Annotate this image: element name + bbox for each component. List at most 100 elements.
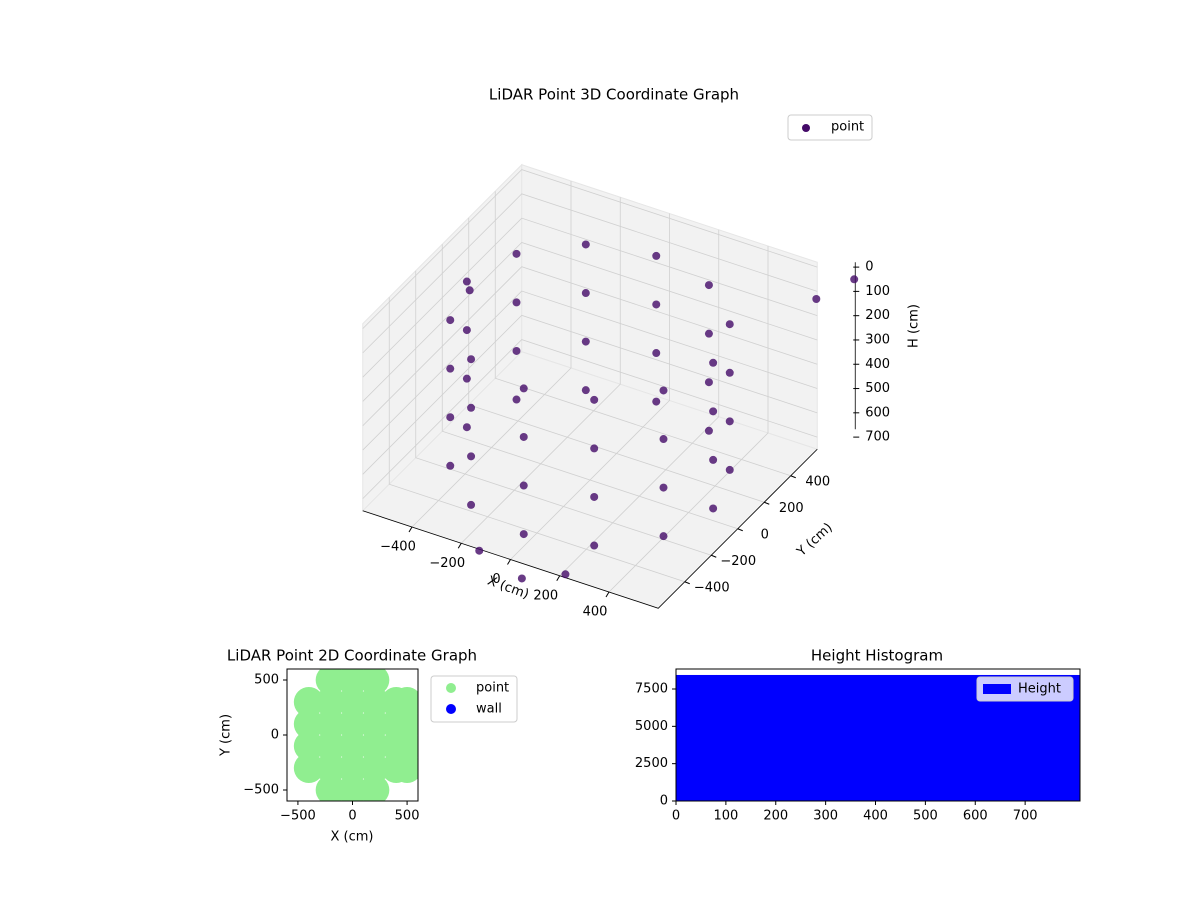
point [293, 687, 324, 717]
x-tick-label: −400 [380, 540, 416, 555]
y-tick-label: 0 [271, 728, 279, 743]
y-axis-label: Y (cm) [794, 520, 836, 560]
point [315, 669, 346, 695]
point [315, 731, 346, 761]
point [519, 530, 528, 539]
y-tick-label: −200 [720, 554, 756, 569]
x-tick-label: 0 [492, 572, 500, 587]
point [590, 492, 599, 501]
grid-line [494, 191, 791, 477]
grid-line [362, 193, 818, 354]
grid-line [362, 290, 818, 451]
point [581, 289, 590, 298]
grid-line [362, 169, 818, 329]
bar [676, 674, 717, 801]
z-tick-label: 200 [865, 308, 890, 323]
y-tick [764, 501, 770, 505]
point [446, 316, 455, 325]
point [462, 277, 471, 286]
point [659, 483, 668, 492]
point [475, 546, 484, 555]
point [293, 709, 324, 739]
point [467, 355, 476, 364]
bar [797, 674, 839, 801]
point [590, 444, 599, 453]
grid-line [388, 297, 685, 583]
legend-label: Height [1018, 682, 1061, 697]
point [446, 461, 455, 470]
point [337, 709, 368, 739]
z-tick-label: 500 [865, 381, 890, 396]
point [359, 687, 390, 717]
point [517, 574, 526, 583]
point [465, 286, 474, 295]
legend-label: point [831, 120, 864, 135]
point [359, 731, 390, 761]
x-tick [457, 542, 462, 549]
point [581, 240, 590, 249]
x-axis-label: X (cm) [331, 830, 374, 845]
y-tick-label: −500 [243, 783, 279, 798]
y-tick-label: 0 [660, 794, 668, 809]
legend-box [976, 676, 1074, 702]
plot-area [293, 669, 418, 801]
z-tick-label: 100 [865, 284, 890, 299]
point [704, 378, 713, 387]
bar [837, 674, 879, 801]
point [561, 570, 570, 579]
z-tick-label: 300 [865, 332, 890, 347]
point [812, 294, 821, 303]
z-tick-label: 700 [865, 430, 890, 445]
point [581, 386, 590, 395]
x-tick [556, 575, 561, 582]
legend-marker [446, 683, 456, 693]
point [337, 669, 368, 695]
point [519, 481, 528, 490]
point [392, 709, 418, 739]
axes-frame [675, 668, 1081, 802]
y-tick-label: 5000 [635, 719, 668, 734]
point [709, 504, 718, 513]
y-tick-label: 500 [254, 673, 279, 688]
bar [756, 674, 798, 801]
y-tick-label: 400 [805, 474, 830, 489]
x-tick-label: 0 [672, 809, 680, 824]
axis-line [362, 448, 818, 609]
x-tick-label: 200 [533, 588, 558, 603]
grid-line [362, 242, 818, 402]
point [512, 249, 521, 258]
chart-title: LiDAR Point 3D Coordinate Graph [489, 86, 739, 104]
bar [918, 674, 960, 801]
grid-line [362, 314, 818, 475]
point [467, 403, 476, 412]
point [704, 426, 713, 435]
x-tick-label: 300 [813, 809, 838, 824]
x-tick [605, 591, 610, 598]
chart-title: LiDAR Point 2D Coordinate Graph [227, 647, 477, 665]
point [315, 687, 346, 717]
point [315, 753, 346, 783]
point [850, 275, 859, 284]
point [659, 532, 668, 541]
point [337, 731, 368, 761]
point [337, 775, 368, 801]
point [512, 395, 521, 404]
point [467, 452, 476, 461]
point [725, 320, 734, 329]
point [725, 368, 734, 377]
point [446, 364, 455, 373]
grid-line [362, 266, 818, 427]
point [519, 432, 528, 441]
point [392, 731, 418, 761]
x-tick-label: −500 [280, 809, 316, 824]
legend-marker [446, 704, 456, 714]
point [725, 465, 734, 474]
x-tick [408, 526, 413, 533]
x-tick-label: 100 [713, 809, 738, 824]
x-tick-label: 400 [583, 605, 608, 620]
y-tick-label: 200 [779, 501, 804, 516]
point [725, 417, 734, 426]
y-tick [737, 528, 743, 532]
point [359, 775, 390, 801]
